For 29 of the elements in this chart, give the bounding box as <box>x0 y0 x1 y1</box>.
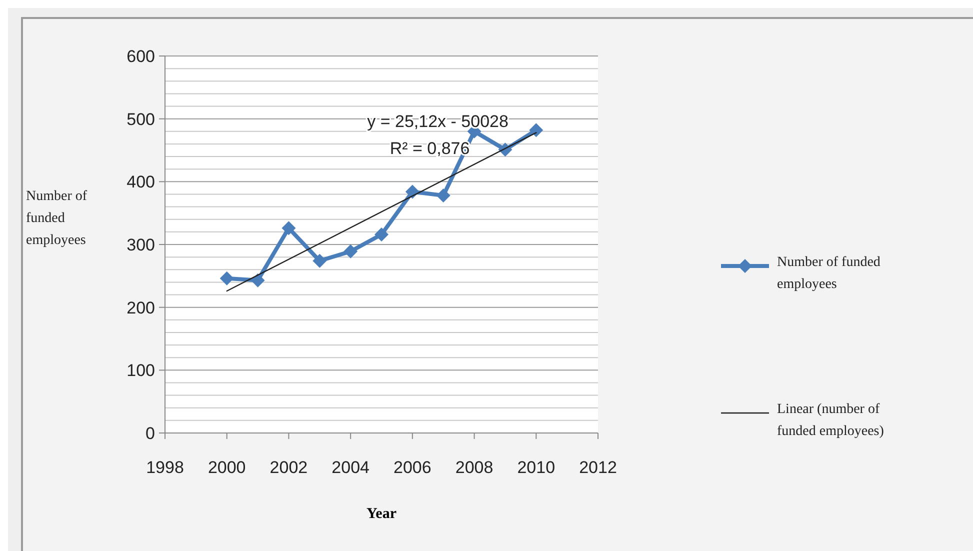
y-tick-label: 500 <box>126 110 155 129</box>
y-axis-title: Number of funded employees <box>26 189 88 248</box>
y-tick-label: 400 <box>126 172 155 192</box>
point <box>344 244 358 258</box>
point <box>374 227 388 242</box>
y-tick-label: 100 <box>126 361 155 380</box>
x-tick-label: 2008 <box>455 458 494 477</box>
x-tick-label: 2000 <box>208 458 246 477</box>
point <box>405 184 420 199</box>
annotation: y = 25,12x - 50028 <box>367 112 508 131</box>
x-tick-label: 1998 <box>146 458 184 477</box>
point <box>312 254 327 268</box>
y-tick-label: 200 <box>126 298 155 318</box>
x-tick-label: 2002 <box>270 458 308 477</box>
point <box>250 273 265 288</box>
x-tick-label: 2006 <box>394 458 432 477</box>
x-tick-label: 2004 <box>332 458 370 477</box>
point <box>529 123 544 138</box>
point <box>282 221 296 236</box>
y-tick-label: 300 <box>126 235 155 254</box>
x-tick-label: 2010 <box>517 458 556 477</box>
legend-label: Linear (number of funded employees) <box>777 402 884 439</box>
x-axis-title: Year <box>366 506 397 522</box>
x-tick-label: 2012 <box>579 458 617 477</box>
point <box>436 188 450 202</box>
point <box>220 271 234 286</box>
y-tick-label: 0 <box>146 424 155 443</box>
legend-label: Number of funded employees <box>777 255 880 292</box>
y-tick-label: 600 <box>126 46 155 66</box>
